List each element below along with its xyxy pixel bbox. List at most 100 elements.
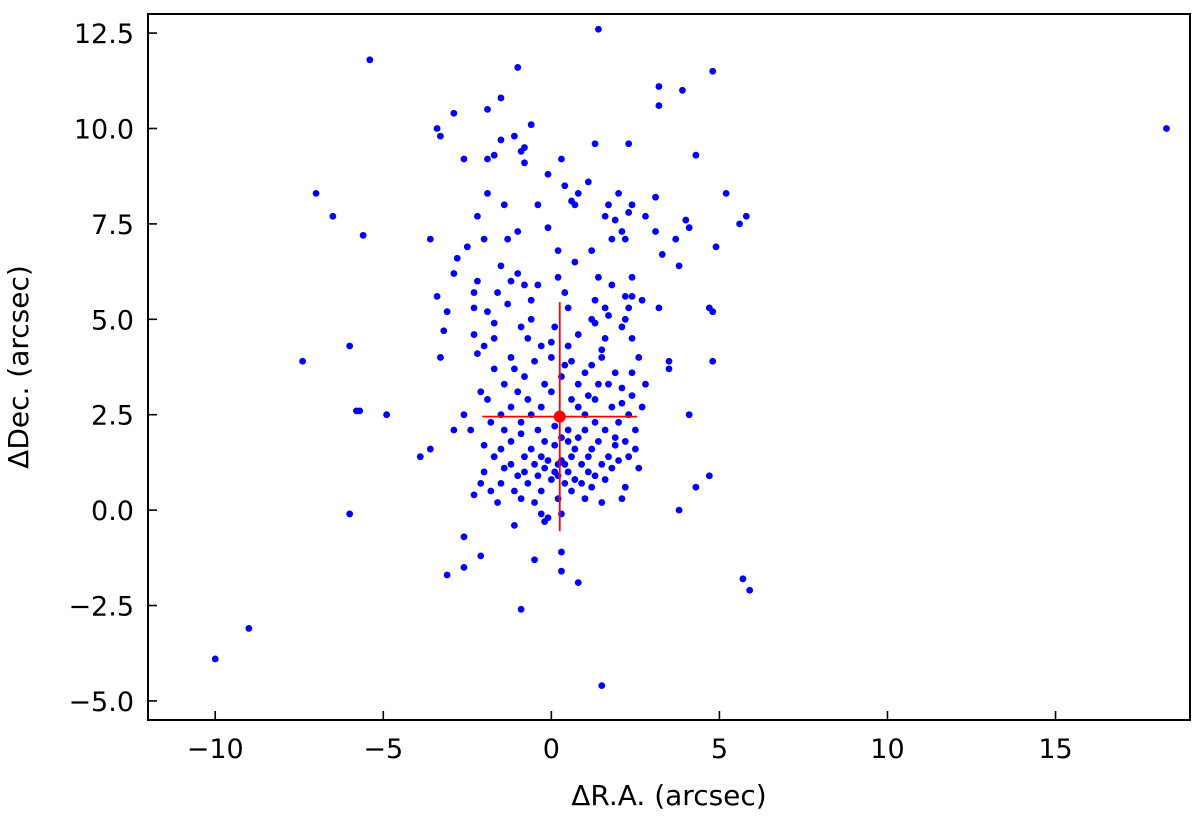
- data-point: [672, 235, 680, 243]
- data-point: [426, 445, 434, 453]
- data-point: [437, 132, 444, 140]
- data-point: [453, 254, 461, 262]
- data-point: [507, 438, 515, 445]
- data-point: [709, 357, 717, 365]
- data-point: [742, 212, 750, 220]
- data-point: [679, 86, 686, 94]
- data-point: [625, 209, 633, 216]
- data-point: [652, 228, 659, 235]
- data-point: [521, 159, 528, 167]
- data-point: [564, 438, 572, 445]
- data-point: [709, 67, 717, 75]
- data-point: [514, 388, 522, 396]
- data-point: [601, 304, 609, 312]
- data-point: [571, 258, 579, 266]
- data-point: [584, 453, 592, 461]
- data-point: [581, 495, 589, 503]
- data-point: [537, 453, 545, 461]
- data-point: [521, 468, 528, 476]
- data-point: [474, 350, 481, 358]
- data-point: [514, 472, 522, 480]
- data-point: [366, 56, 374, 64]
- data-point: [739, 575, 747, 583]
- data-point: [605, 453, 612, 461]
- data-point: [521, 373, 528, 380]
- data-point: [211, 655, 219, 663]
- data-point: [477, 552, 485, 560]
- data-point: [507, 354, 515, 361]
- data-point: [521, 453, 528, 461]
- data-point: [517, 495, 525, 503]
- data-point: [584, 468, 592, 476]
- data-point: [598, 499, 606, 506]
- data-point: [527, 296, 535, 304]
- x-tick-label: 10: [870, 734, 904, 765]
- data-point: [531, 460, 538, 468]
- data-point: [625, 140, 633, 148]
- data-point: [564, 342, 572, 350]
- data-point: [591, 296, 599, 304]
- data-point: [712, 243, 720, 251]
- data-point: [544, 457, 552, 464]
- data-point: [615, 418, 622, 426]
- data-point: [595, 273, 602, 281]
- data-point: [595, 25, 602, 33]
- data-point: [591, 472, 599, 480]
- data-point: [477, 388, 485, 396]
- data-point: [574, 403, 582, 411]
- data-point: [500, 426, 508, 434]
- data-point: [558, 548, 565, 556]
- data-point: [484, 308, 491, 316]
- data-point: [497, 445, 505, 453]
- data-point: [517, 147, 525, 155]
- y-tick-label: 0.0: [91, 496, 134, 527]
- data-point: [497, 262, 505, 270]
- data-point: [631, 445, 639, 453]
- y-axis-label: ΔDec. (arcsec): [2, 265, 35, 469]
- data-point: [581, 426, 589, 434]
- data-point: [564, 468, 572, 476]
- centroid-point: [553, 410, 566, 423]
- data-point: [521, 281, 528, 289]
- data-point: [437, 354, 444, 361]
- data-point: [588, 483, 596, 491]
- data-point: [1163, 125, 1170, 132]
- data-point: [621, 293, 629, 300]
- data-point: [517, 605, 525, 613]
- data-point: [618, 495, 626, 503]
- data-point: [551, 323, 559, 331]
- data-point: [588, 247, 596, 255]
- data-point: [581, 369, 589, 377]
- data-point: [628, 201, 636, 209]
- data-point: [514, 270, 522, 277]
- data-point: [628, 293, 636, 300]
- data-point: [537, 403, 545, 411]
- data-point: [500, 464, 508, 472]
- data-point: [574, 331, 582, 338]
- data-point: [470, 289, 478, 296]
- data-point: [433, 125, 441, 132]
- data-point: [705, 472, 713, 480]
- data-point: [480, 235, 488, 243]
- data-point: [598, 346, 606, 354]
- data-point: [531, 357, 538, 365]
- data-point: [605, 201, 612, 209]
- data-point: [534, 201, 542, 209]
- data-point: [547, 338, 555, 346]
- data-point: [443, 308, 451, 316]
- data-point: [527, 315, 535, 323]
- data-point: [561, 289, 569, 296]
- data-point: [655, 102, 663, 109]
- data-point: [628, 273, 636, 281]
- data-point: [470, 304, 478, 312]
- data-point: [463, 243, 471, 251]
- data-point: [601, 426, 609, 434]
- data-point: [568, 453, 575, 461]
- data-point: [635, 464, 643, 472]
- data-point: [709, 308, 717, 316]
- data-point: [615, 189, 622, 197]
- data-point: [628, 334, 636, 342]
- data-point: [605, 380, 612, 388]
- data-point: [591, 396, 599, 403]
- data-point: [490, 319, 498, 327]
